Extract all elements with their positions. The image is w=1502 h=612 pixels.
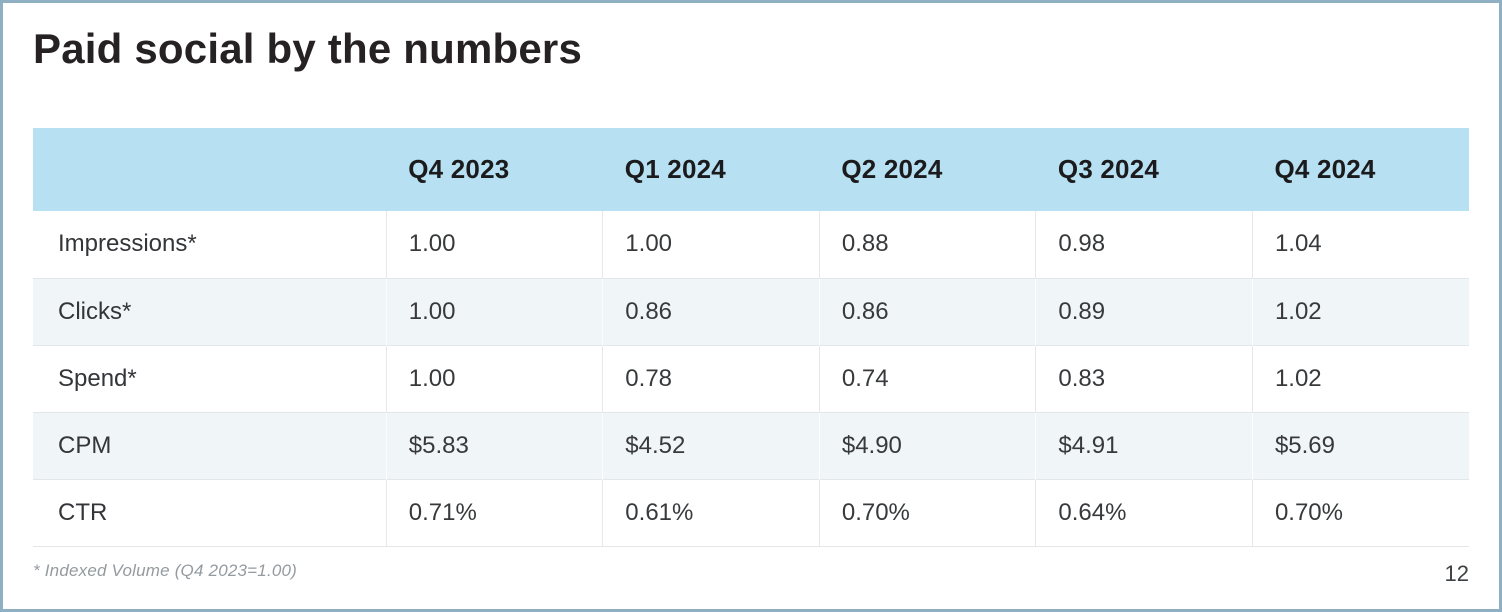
table-cell: 1.02 [1251,277,1469,345]
table-row-ctr: CTR 0.71% 0.61% 0.70% 0.64% 0.70% [33,478,1469,547]
table-cell: $4.52 [602,411,820,479]
table-cell: 1.04 [1251,211,1469,278]
table-row-impressions: Impressions* 1.00 1.00 0.88 0.98 1.04 [33,211,1469,278]
page-title: Paid social by the numbers [33,25,583,72]
table-cell: 0.71% [385,478,603,547]
table-cell: 0.86 [602,277,820,345]
table-cell: 0.89 [1035,277,1253,345]
table-cell: 1.02 [1251,344,1469,412]
column-header-q4-2023: Q4 2023 [386,128,603,211]
table-row-spend: Spend* 1.00 0.78 0.74 0.83 1.02 [33,344,1469,412]
table-cell: 0.64% [1035,478,1253,547]
table-cell: 0.70% [818,478,1036,547]
table-row-cpm: CPM $5.83 $4.52 $4.90 $4.91 $5.69 [33,411,1469,479]
row-label: CPM [33,411,387,479]
table-cell: $4.91 [1035,411,1253,479]
row-label: Impressions* [33,211,387,278]
table-row-clicks: Clicks* 1.00 0.86 0.86 0.89 1.02 [33,277,1469,345]
table-cell: 0.78 [602,344,820,412]
slide-footer: * Indexed Volume (Q4 2023=1.00) 12 [33,561,1469,585]
row-label: Clicks* [33,277,387,345]
table-cell: $5.83 [385,411,603,479]
page-number: 12 [1444,560,1469,586]
row-label: CTR [33,478,387,547]
column-header-q1-2024: Q1 2024 [602,128,820,211]
table-cell: 0.88 [818,211,1036,278]
row-label: Spend* [33,344,387,412]
column-header-blank [33,128,387,211]
table-cell: 1.00 [385,277,603,345]
table-cell: 1.00 [385,211,603,278]
table-cell: $4.90 [818,411,1036,479]
footnote: * Indexed Volume (Q4 2023=1.00) [33,560,298,580]
table-cell: 0.83 [1035,344,1253,412]
metrics-table: Q4 2023 Q1 2024 Q2 2024 Q3 2024 Q4 2024 … [33,128,1469,547]
column-header-q4-2024: Q4 2024 [1252,128,1469,211]
table-cell: 0.74 [818,344,1036,412]
column-header-q3-2024: Q3 2024 [1035,128,1253,211]
table-cell: 0.61% [602,478,820,547]
table-header-row: Q4 2023 Q1 2024 Q2 2024 Q3 2024 Q4 2024 [33,128,1469,211]
table-cell: 0.98 [1035,211,1253,278]
table-cell: 1.00 [602,211,820,278]
column-header-q2-2024: Q2 2024 [819,128,1036,211]
table-cell: 0.70% [1251,478,1469,547]
table-cell: 1.00 [385,344,603,412]
table-cell: $5.69 [1251,411,1469,479]
table-cell: 0.86 [818,277,1036,345]
